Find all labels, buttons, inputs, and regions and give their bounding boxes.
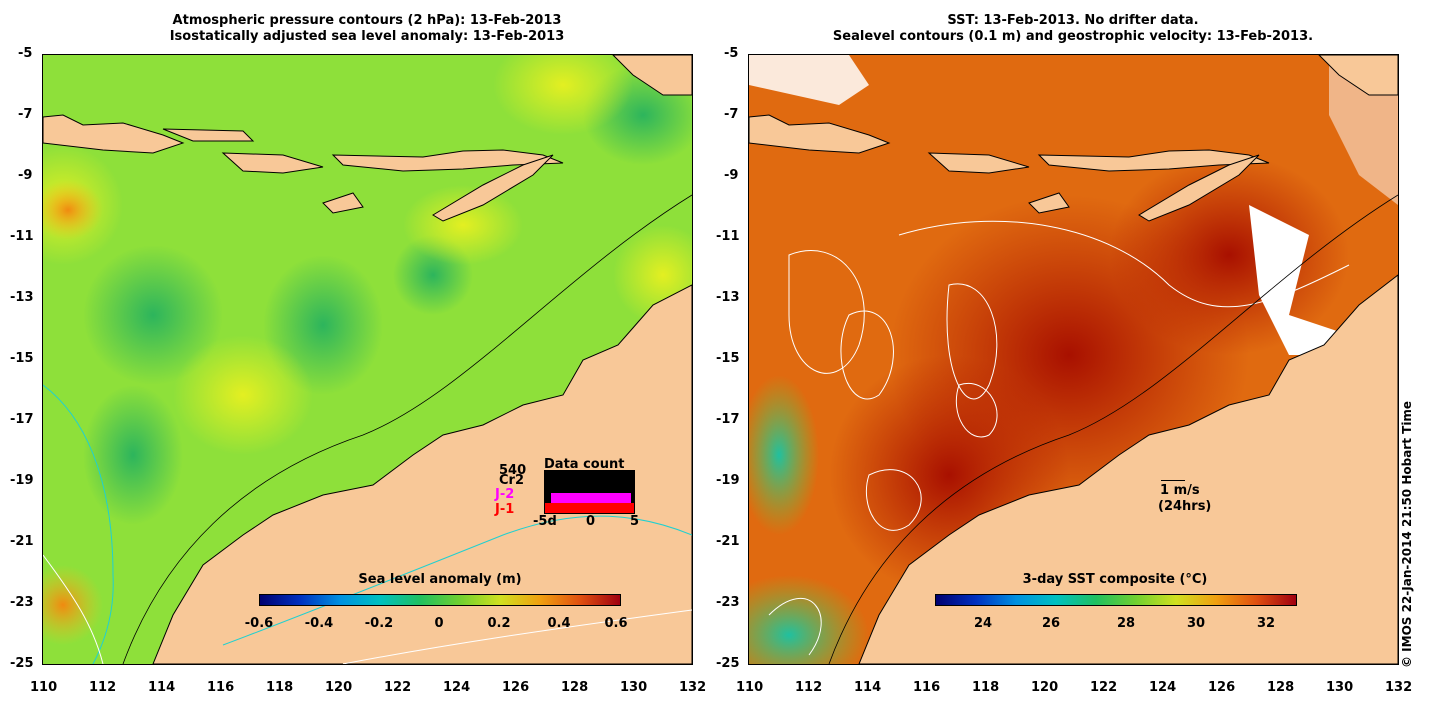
right-y-tick: -23 bbox=[716, 595, 740, 610]
right-y-tick: -19 bbox=[716, 473, 740, 488]
data-count-number: 540 bbox=[499, 463, 527, 478]
right-x-tick: 132 bbox=[1385, 680, 1413, 695]
right-y-tick: -7 bbox=[724, 107, 739, 122]
right-x-tick: 130 bbox=[1326, 680, 1354, 695]
sst-tick-2: 26 bbox=[1041, 616, 1061, 631]
left-title-line1: Atmospheric pressure contours (2 hPa): 1… bbox=[172, 13, 562, 28]
right-y-tick: -25 bbox=[716, 656, 740, 671]
right-y-tick: -9 bbox=[724, 168, 739, 183]
right-x-tick: 126 bbox=[1208, 680, 1236, 695]
right-x-tick: 114 bbox=[854, 680, 882, 695]
left-x-tick: 132 bbox=[679, 680, 707, 695]
data-count-title: Data count bbox=[544, 457, 625, 472]
sla-tick-1: -0.6 bbox=[244, 616, 274, 631]
left-x-tick: 118 bbox=[266, 680, 294, 695]
sla-tick-4: 0 bbox=[434, 616, 444, 631]
left-x-tick: 114 bbox=[148, 680, 176, 695]
velocity-scale-arrow bbox=[1161, 480, 1185, 481]
left-x-tick: 112 bbox=[89, 680, 117, 695]
histogram-axis-end: 5 bbox=[630, 514, 640, 529]
right-title-line1: SST: 13-Feb-2013. No drifter data. bbox=[947, 13, 1199, 28]
left-x-tick: 122 bbox=[384, 680, 412, 695]
left-y-tick: -13 bbox=[10, 290, 34, 305]
sea-level-anomaly-map bbox=[42, 54, 693, 665]
satellite-j1-label: J-1 bbox=[495, 502, 515, 517]
right-x-tick: 118 bbox=[972, 680, 1000, 695]
left-y-tick: -9 bbox=[18, 168, 33, 183]
sst-tick-3: 28 bbox=[1116, 616, 1136, 631]
sla-tick-2: -0.4 bbox=[304, 616, 334, 631]
right-x-tick: 110 bbox=[736, 680, 764, 695]
left-y-tick: -19 bbox=[10, 473, 34, 488]
sst-tick-5: 32 bbox=[1256, 616, 1276, 631]
right-x-tick: 122 bbox=[1090, 680, 1118, 695]
left-x-tick: 120 bbox=[325, 680, 353, 695]
right-map-title: SST: 13-Feb-2013. No drifter data. Seale… bbox=[748, 13, 1398, 45]
left-y-tick: -15 bbox=[10, 351, 34, 366]
left-x-tick: 128 bbox=[561, 680, 589, 695]
left-x-tick: 116 bbox=[207, 680, 235, 695]
right-y-tick: -15 bbox=[716, 351, 740, 366]
sla-tick-6: 0.4 bbox=[547, 616, 571, 631]
sst-map bbox=[748, 54, 1399, 665]
right-y-tick: -5 bbox=[724, 46, 739, 61]
left-x-tick: 130 bbox=[620, 680, 648, 695]
left-y-tick: -21 bbox=[10, 534, 34, 549]
right-y-tick: -17 bbox=[716, 412, 740, 427]
right-y-tick: -21 bbox=[716, 534, 740, 549]
right-x-tick: 128 bbox=[1267, 680, 1295, 695]
right-y-tick: -13 bbox=[716, 290, 740, 305]
left-y-tick: -17 bbox=[10, 412, 34, 427]
right-x-tick: 120 bbox=[1031, 680, 1059, 695]
sea-level-colorbar bbox=[259, 594, 621, 606]
right-x-tick: 116 bbox=[913, 680, 941, 695]
right-x-tick: 124 bbox=[1149, 680, 1177, 695]
left-y-tick: -7 bbox=[18, 107, 33, 122]
right-x-tick: 112 bbox=[795, 680, 823, 695]
histogram-axis-mid: 0 bbox=[586, 514, 596, 529]
velocity-scale-unit: (24hrs) bbox=[1158, 499, 1212, 514]
left-y-tick: -25 bbox=[10, 656, 34, 671]
copyright-notice: © IMOS 22-Jan-2014 21:50 Hobart Time bbox=[1400, 400, 1414, 668]
data-count-histogram bbox=[544, 470, 635, 514]
sst-tick-1: 24 bbox=[973, 616, 993, 631]
left-title-line2: Isostatically adjusted sea level anomaly… bbox=[169, 29, 565, 44]
sla-tick-5: 0.2 bbox=[487, 616, 511, 631]
left-x-tick: 110 bbox=[30, 680, 58, 695]
histogram-axis-start: -5d bbox=[533, 514, 557, 529]
sla-tick-3: -0.2 bbox=[364, 616, 394, 631]
left-y-tick: -5 bbox=[18, 46, 33, 61]
right-colorbar-title: 3-day SST composite (°C) bbox=[1022, 572, 1208, 587]
sla-tick-7: 0.6 bbox=[604, 616, 628, 631]
satellite-cr2-label: Cr2 bbox=[499, 473, 524, 488]
right-title-line2: Sealevel contours (0.1 m) and geostrophi… bbox=[832, 29, 1314, 44]
left-y-tick: -23 bbox=[10, 595, 34, 610]
satellite-j2-label: J-2 bbox=[495, 487, 515, 502]
left-x-tick: 126 bbox=[502, 680, 530, 695]
velocity-scale-label: 1 m/s bbox=[1160, 483, 1200, 498]
left-map-title: Atmospheric pressure contours (2 hPa): 1… bbox=[42, 13, 692, 45]
left-colorbar-title: Sea level anomaly (m) bbox=[358, 572, 522, 587]
left-x-tick: 124 bbox=[443, 680, 471, 695]
sst-tick-4: 30 bbox=[1186, 616, 1206, 631]
left-y-tick: -11 bbox=[10, 229, 34, 244]
sst-colorbar bbox=[935, 594, 1297, 606]
right-y-tick: -11 bbox=[716, 229, 740, 244]
